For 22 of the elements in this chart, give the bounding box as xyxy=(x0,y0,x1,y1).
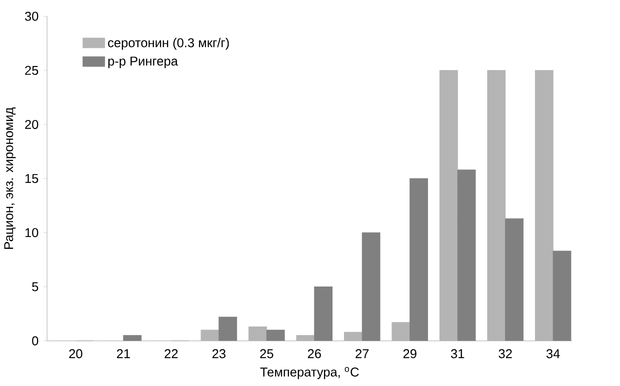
x-tick-label: 26 xyxy=(308,349,321,358)
x-axis-title: Температура, $^{o}$C xyxy=(260,366,359,379)
y-tick-label: 20 xyxy=(25,120,38,129)
x-tick-label: 25 xyxy=(260,349,274,358)
x-tick-label: 31 xyxy=(450,349,464,358)
x-tick-label: 23 xyxy=(212,349,226,358)
y-tick-label: 0 xyxy=(32,336,38,346)
y-tick-label: 30 xyxy=(24,12,38,21)
x-tick-label: 22 xyxy=(164,349,178,358)
x-tick-label: 20 xyxy=(69,349,82,358)
legend-label: серотонин (0.3 мкг/г) xyxy=(108,38,229,50)
x-tick-label: 32 xyxy=(498,349,512,358)
x-tick-label: 29 xyxy=(403,349,416,358)
y-tick-label: 10 xyxy=(25,228,38,238)
y-tick-label: 25 xyxy=(25,66,38,75)
y-tick-label: 5 xyxy=(32,282,38,292)
x-tick-label: 34 xyxy=(546,349,560,358)
x-tick-label: 27 xyxy=(356,349,369,358)
legend-label: р-р Рингера xyxy=(108,56,178,68)
x-tick-label: 21 xyxy=(116,349,130,358)
y-tick-label: 15 xyxy=(25,174,38,183)
y-axis-title: Рацион, экз. хирономид xyxy=(4,107,16,249)
